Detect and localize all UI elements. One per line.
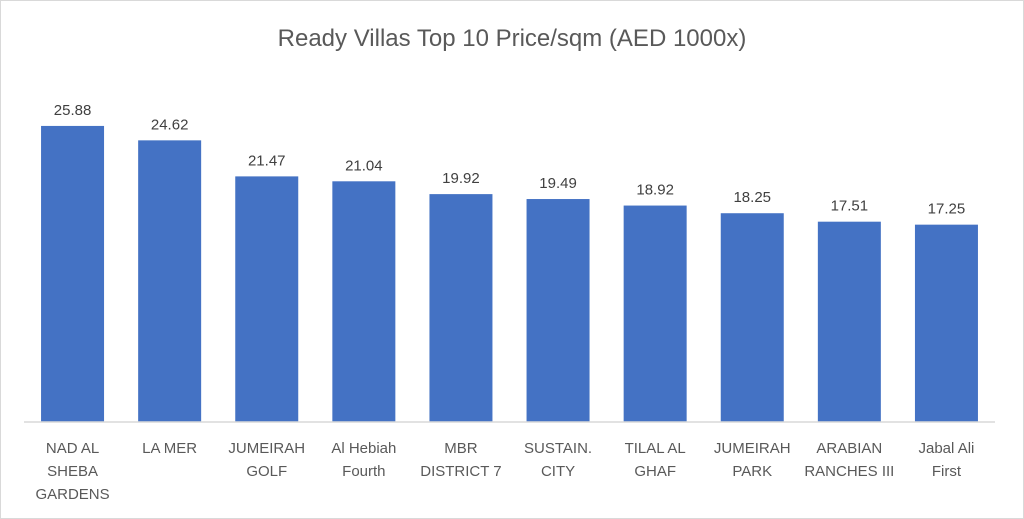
x-tick-label-line: Fourth	[342, 463, 385, 480]
x-tick-label-line: TILAL AL	[625, 440, 686, 457]
bar	[817, 221, 881, 422]
x-tick-label: JUMEIRAH GOLF	[228, 440, 305, 480]
x-tick-label-line: DISTRICT 7	[420, 463, 501, 480]
data-label: 17.51	[831, 198, 869, 215]
data-label: 18.92	[636, 182, 674, 199]
bar	[235, 176, 299, 422]
x-tick-label-line: PARK	[732, 463, 772, 480]
bar	[429, 194, 493, 422]
data-label: 19.49	[539, 175, 577, 192]
x-tick-label: SUSTAIN. CITY	[524, 440, 592, 480]
x-tick-label-line: JUMEIRAH	[714, 440, 791, 457]
bar	[623, 205, 687, 422]
x-tick-label-line: Al Hebiah	[331, 440, 396, 457]
x-tick-label-line: RANCHES III	[804, 463, 894, 480]
x-tick-label: Al Hebiah Fourth	[331, 440, 396, 480]
x-tick-label-line: LA MER	[142, 440, 197, 457]
x-tick-label-line: GOLF	[246, 463, 287, 480]
data-label: 18.25	[733, 189, 771, 206]
data-label: 17.25	[928, 201, 966, 218]
data-label: 21.47	[248, 152, 286, 169]
data-label: 19.92	[442, 170, 480, 187]
x-tick-label-line: GHAF	[634, 463, 676, 480]
bar	[41, 125, 105, 422]
data-label: 24.62	[151, 116, 189, 133]
bar	[526, 199, 590, 422]
x-tick-label-line: GARDENS	[35, 486, 109, 503]
data-label: 21.04	[345, 157, 383, 174]
x-tick-label-line: ARABIAN	[816, 440, 882, 457]
x-tick-label-line: SUSTAIN.	[524, 440, 592, 457]
x-tick-label-line: JUMEIRAH	[228, 440, 305, 457]
x-tick-label: Jabal Ali First	[919, 440, 975, 480]
bar	[720, 213, 784, 422]
x-tick-label-line: SHEBA	[47, 463, 98, 480]
x-tick-label: NAD AL SHEBA GARDENS	[35, 440, 109, 503]
chart-title: Ready Villas Top 10 Price/sqm (AED 1000x…	[278, 25, 747, 52]
x-tick-label-line: CITY	[541, 463, 575, 480]
x-tick-label: ARABIAN RANCHES III	[804, 440, 894, 480]
bar	[332, 181, 396, 422]
data-label: 25.88	[54, 102, 92, 119]
x-tick-label: MBR DISTRICT 7	[420, 440, 501, 480]
x-tick-label-line: NAD AL	[46, 440, 99, 457]
x-tick-label: LA MER	[142, 440, 197, 457]
bar	[914, 224, 978, 422]
x-tick-label: TILAL AL GHAF	[625, 440, 686, 480]
x-tick-label-line: Jabal Ali	[919, 440, 975, 457]
x-tick-label: JUMEIRAH PARK	[714, 440, 791, 480]
bar	[138, 140, 202, 422]
x-tick-label-line: MBR	[444, 440, 478, 457]
x-tick-label-line: First	[932, 463, 962, 480]
